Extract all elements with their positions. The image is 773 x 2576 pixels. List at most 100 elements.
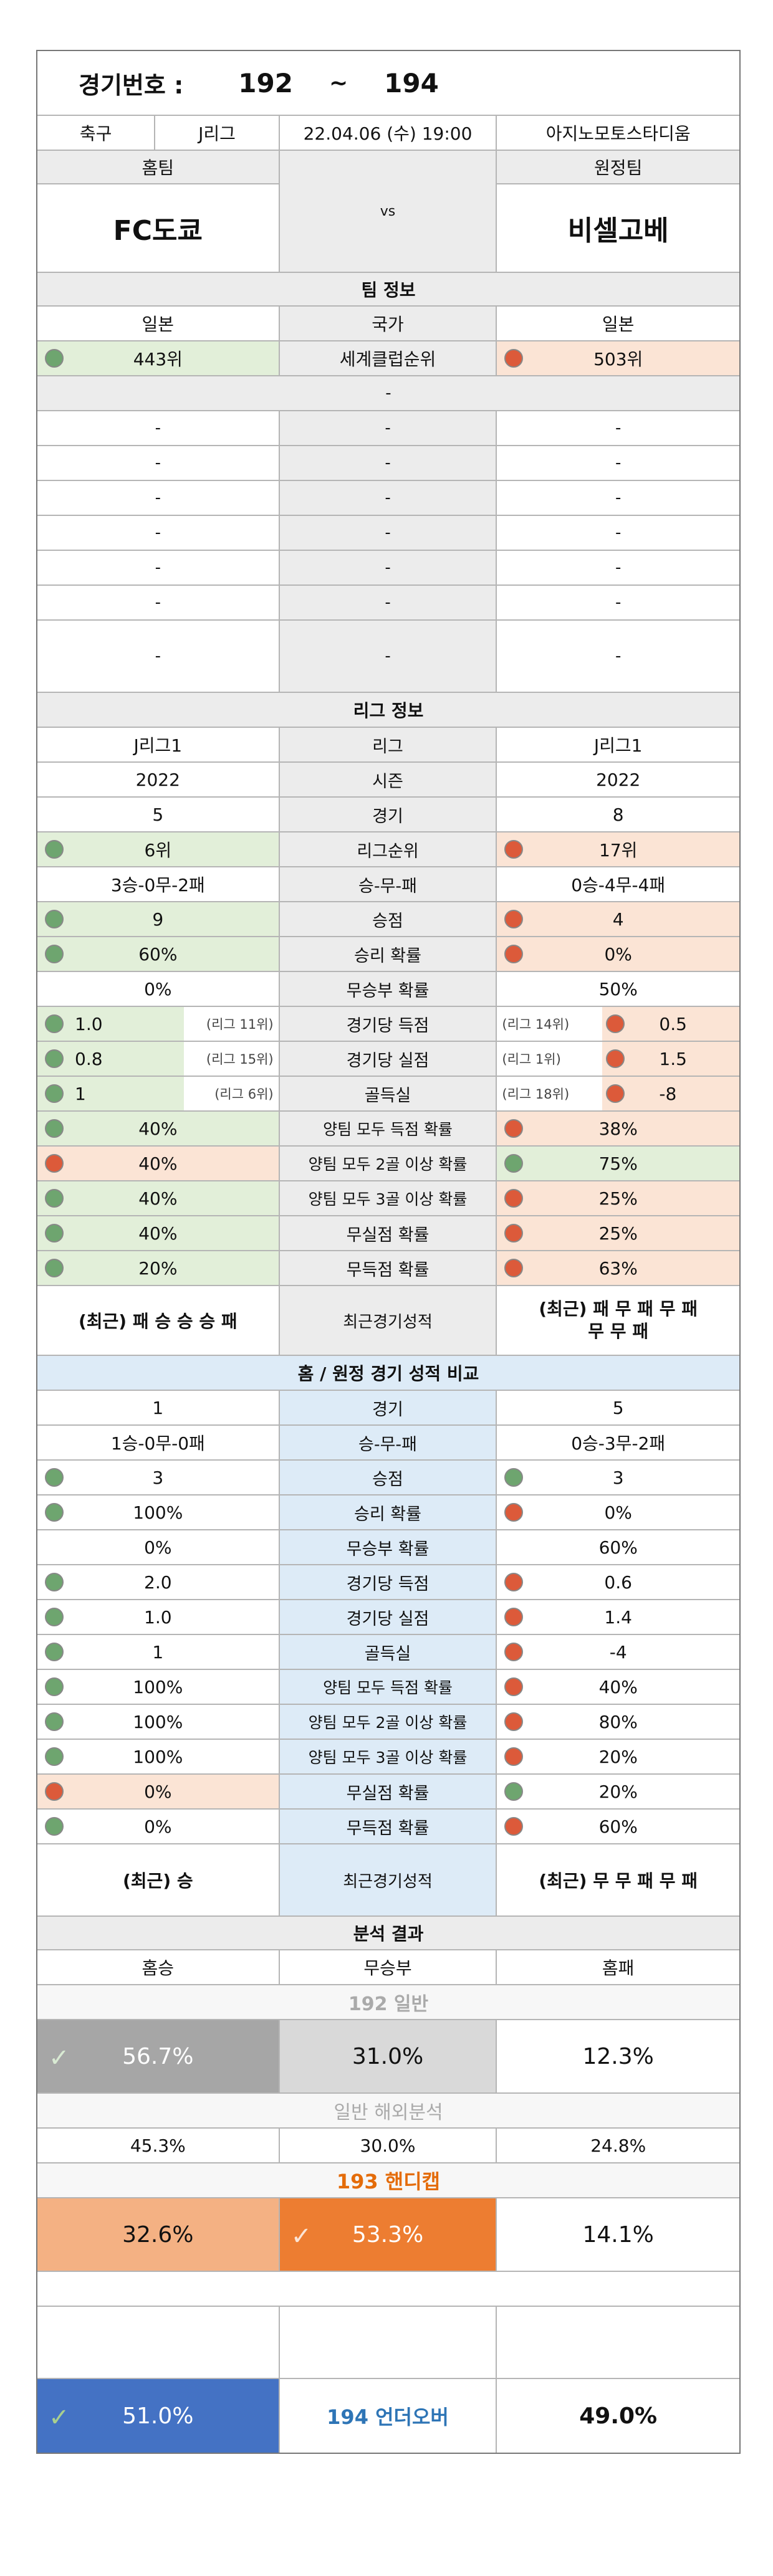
league-row-label: 경기당 실점: [279, 1042, 497, 1076]
handicap-loss: 14.1%: [582, 2221, 654, 2248]
away-league-value: (리그 14위) 0.5: [497, 1007, 739, 1041]
away-league-value-text: 25%: [598, 1223, 638, 1244]
red-dot-icon: [504, 1189, 524, 1208]
match-number-row: 경기번호 : 192 ~ 194: [37, 51, 739, 116]
away-league-note: (리그 14위): [502, 1017, 570, 1032]
league-row: 9 승점 4: [37, 902, 739, 937]
away-league-value-text: 38%: [598, 1118, 638, 1139]
away-league-value: 2022: [497, 763, 739, 796]
empty-label: -: [279, 621, 497, 692]
home-ha-value-text: 100%: [133, 1711, 183, 1732]
away-league-recent: (최근) 패 무 패 무 패 무 무 패: [497, 1286, 739, 1355]
league-row: 1.0 (리그 11위) 경기당 득점 (리그 14위) 0.5: [37, 1007, 739, 1042]
team-info-title: 팀 정보: [361, 280, 416, 300]
league-row: 60% 승리 확률 0%: [37, 937, 739, 972]
away-league-value: J리그1: [497, 728, 739, 761]
home-league-value: 2022: [37, 763, 280, 796]
away-ha-recent: (최근) 무 무 패 무 패: [539, 1871, 698, 1891]
red-dot-icon: [504, 349, 524, 368]
away-dash-value: -: [615, 419, 622, 437]
away-league-value: 0승-4무-4패: [497, 867, 739, 901]
away-league-value: 8: [497, 798, 739, 831]
green-dot-icon: [45, 910, 64, 928]
away-league-value: 38%: [497, 1112, 739, 1145]
home-ha-value-text: 100%: [133, 1502, 183, 1523]
home-loss-label: 홈패: [602, 1958, 635, 1978]
away-league-value: (리그 1위) 1.5: [497, 1042, 739, 1076]
away-ha-value-text: -4: [609, 1641, 627, 1662]
home-away-title: 홈 / 원정 경기 성적 비교: [297, 1363, 479, 1384]
general-home-value: 56.7%: [122, 2043, 194, 2069]
home-away-row: 100% 양팀 모두 2골 이상 확률 80%: [37, 1705, 739, 1740]
away-league-value: 50%: [497, 972, 739, 1006]
handicap-home: 32.6%: [37, 2198, 280, 2271]
away-dash-value: -: [615, 593, 622, 612]
country-row: 일본 국가 일본: [37, 307, 739, 341]
away-league-value-text: 8: [612, 804, 624, 825]
home-ha-value: 1: [37, 1391, 280, 1424]
green-dot-icon: [45, 1049, 64, 1068]
red-dot-icon: [504, 1573, 524, 1591]
away-ha-value-text: 0.6: [604, 1572, 632, 1593]
home-ha-recent: (최근) 승: [37, 1844, 280, 1915]
home-league-value-text: 1: [75, 1083, 86, 1104]
home-league-value: 5: [37, 798, 280, 831]
team-info-sub-row: -: [37, 376, 739, 411]
home-ha-value: 100%: [37, 1705, 280, 1739]
league-recent-row: (최근) 패 승 승 승 패 최근경기성적 (최근) 패 무 패 무 패 무 무…: [37, 1286, 739, 1356]
home-league-value: 40%: [37, 1112, 280, 1145]
away-ha-value: 40%: [497, 1670, 739, 1704]
away-ha-value-text: 60%: [598, 1816, 638, 1837]
home-league-value: 40%: [37, 1216, 280, 1250]
underover-label: 194 언더오버: [280, 2379, 497, 2453]
league-row: 0.8 (리그 15위) 경기당 실점 (리그 1위) 1.5: [37, 1042, 739, 1077]
away-league-value-text: 63%: [598, 1257, 638, 1279]
home-league-value-text: 9: [152, 909, 164, 930]
home-ha-value: 100%: [37, 1740, 280, 1773]
away-empty-value: -: [615, 647, 622, 665]
analysis-title: 분석 결과: [353, 1924, 424, 1944]
home-ha-value: 100%: [37, 1496, 280, 1529]
away-league-value: 25%: [497, 1216, 739, 1250]
away-league-value: 0%: [497, 937, 739, 971]
match-number-from: 192: [238, 67, 293, 98]
away-league-value-text: 0.5: [659, 1013, 687, 1034]
general-title: 192 일반: [348, 1993, 429, 2015]
green-dot-icon: [45, 1643, 64, 1661]
home-dash-value: -: [37, 586, 280, 619]
red-dot-icon: [504, 1677, 524, 1696]
home-league-note: (리그 6위): [214, 1087, 274, 1102]
away-world-rank-value: 503위: [593, 349, 643, 370]
away-league-recent-line2: 무 무 패: [588, 1321, 649, 1342]
ha-row-label: 양팀 모두 2골 이상 확률: [279, 1705, 497, 1739]
home-away-row: 0% 무승부 확률 60%: [37, 1530, 739, 1565]
red-dot-icon: [504, 840, 524, 859]
league-row: 40% 양팀 모두 3골 이상 확률 25%: [37, 1181, 739, 1216]
away-ha-value: 0.6: [497, 1565, 739, 1599]
league-row: 40% 양팀 모두 득점 확률 38%: [37, 1112, 739, 1147]
handicap-draw-value: 53.3%: [352, 2221, 424, 2248]
team-info-dash-row: ---: [37, 516, 739, 551]
dash-label: -: [279, 446, 497, 480]
home-league-value-text: 60%: [138, 943, 178, 965]
ha-row-label: 승점: [279, 1461, 497, 1494]
ha-row-label: 승-무-패: [279, 1426, 497, 1459]
ha-row-label: 무승부 확률: [279, 1530, 497, 1564]
red-dot-icon: [606, 1084, 625, 1103]
ha-row-label: 양팀 모두 3골 이상 확률: [279, 1740, 497, 1773]
away-league-value: 4: [497, 902, 739, 936]
match-number-to: 194: [384, 67, 439, 98]
league-row-label: 무득점 확률: [279, 1251, 497, 1285]
team-info-dash-row: ---: [37, 551, 739, 586]
league-row-label: 승-무-패: [279, 867, 497, 901]
away-ha-value-text: 3: [612, 1467, 624, 1488]
home-league-value-text: J리그1: [133, 735, 183, 756]
league-row: 5 경기 8: [37, 798, 739, 832]
world-rank-label: 세계클럽순위: [279, 341, 497, 375]
home-league-value-text: 20%: [138, 1257, 178, 1279]
home-league-value: 9: [37, 902, 280, 936]
home-ha-value: 100%: [37, 1670, 280, 1704]
home-league-value-text: 40%: [138, 1188, 178, 1209]
away-league-value: 63%: [497, 1251, 739, 1285]
away-ha-value-text: 5: [612, 1397, 624, 1418]
